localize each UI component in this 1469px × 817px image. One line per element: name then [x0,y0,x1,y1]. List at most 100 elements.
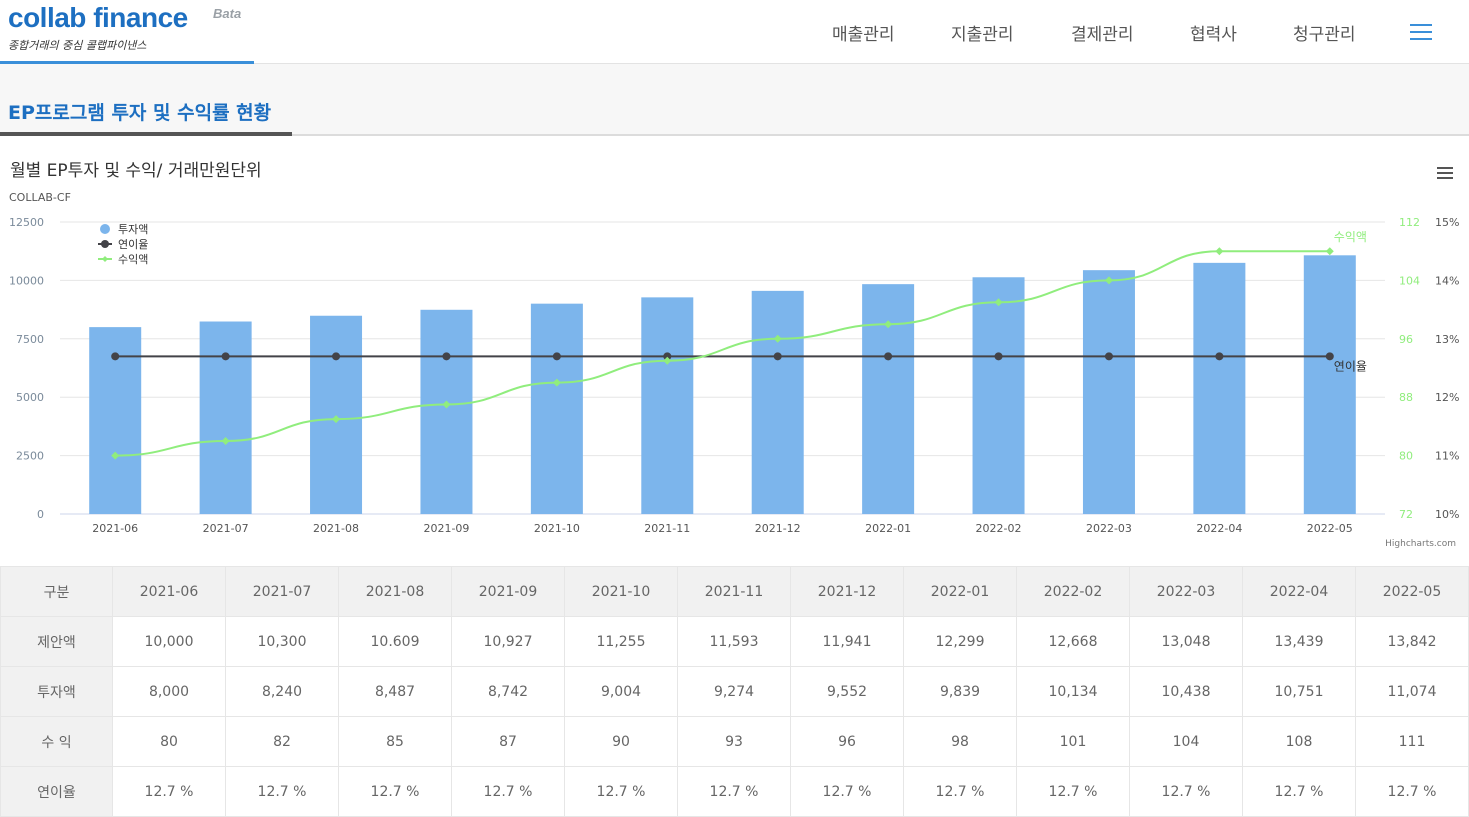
point-rate [994,352,1003,361]
y-right2-tick-label: 13% [1435,333,1459,346]
data-table: 구분 2021-06 2021-07 2021-08 2021-09 2021-10 20… [0,566,1469,817]
table-cell: 8,487 [338,666,452,717]
table-cell: 9,274 [677,666,791,717]
table-row-label: 투자액 [0,666,113,717]
legend-label-profit: 수익액 [118,253,148,266]
table-cell: 11,074 [1355,666,1469,717]
table-cell: 90 [564,716,678,767]
bar-invest [1303,255,1356,514]
x-tick-label: 2021-12 [755,522,801,535]
y-right1-tick-label: 72 [1399,508,1413,521]
nav-payment[interactable]: 결제관리 [1071,25,1134,45]
point-profit [1215,247,1224,256]
nav-billing[interactable]: 청구관리 [1293,25,1356,45]
y-right2-tick-label: 12% [1435,391,1459,404]
point-profit [884,320,893,329]
table-header-month: 2021-09 [451,566,565,617]
table-cell: 96 [790,716,904,767]
table-cell: 11,941 [790,616,904,667]
table-row-label: 제안액 [0,616,113,667]
x-tick-label: 2021-10 [534,522,580,535]
point-profit [663,356,672,365]
table-header-month: 2021-11 [677,566,791,617]
logo-area[interactable]: collab finance Bata 종합거래의 중심 콜랩파이낸스 [0,0,254,64]
y-right2-tick-label: 14% [1435,274,1459,287]
table-cell: 13,842 [1355,616,1469,667]
end-label-rate: 연이율 [1334,359,1367,373]
point-rate [1215,352,1224,361]
y-right1-tick-label: 96 [1399,333,1413,346]
point-rate [1325,352,1334,361]
bar-invest [530,303,583,514]
table-header-month: 2022-02 [1016,566,1130,617]
table-row: 수 익 80 82 85 87 90 93 96 98 101 104 108 111 [0,716,1469,767]
table-cell: 13,439 [1242,616,1356,667]
table-cell: 9,004 [564,666,678,717]
point-rate [1104,352,1113,361]
table-cell: 12.7 % [1129,766,1243,817]
table-cell: 10,438 [1129,666,1243,717]
table-cell: 12.7 % [451,766,565,817]
chart-credit: Highcharts.com [1385,539,1456,549]
table-cell: 10,927 [451,616,565,667]
point-profit [773,334,782,343]
table-cell: 12.7 % [790,766,904,817]
table-cell: 12,668 [1016,616,1130,667]
x-tick-label: 2022-05 [1307,522,1353,535]
top-header: collab finance Bata 종합거래의 중심 콜랩파이낸스 매출관리… [0,0,1469,64]
point-rate [442,352,451,361]
hamburger-menu-icon[interactable] [1410,24,1432,42]
y-left-tick-label: 10000 [9,274,44,287]
point-rate [332,352,341,361]
point-rate [884,352,893,361]
table-header-month: 2022-03 [1129,566,1243,617]
y-right1-tick-label: 88 [1399,391,1413,404]
table-cell: 10.609 [338,616,452,667]
point-profit [111,451,120,460]
table-header-month: 2021-10 [564,566,678,617]
end-label-profit: 수익액 [1334,230,1367,244]
chart-menu-icon[interactable] [1437,167,1453,179]
y-right2-tick-label: 15% [1435,216,1459,229]
bar-invest [420,309,473,514]
table-row-label: 연이율 [0,766,113,817]
table-header-month: 2022-04 [1242,566,1356,617]
table-cell: 12.7 % [225,766,339,817]
table-row-label: 수 익 [0,716,113,767]
nav-sales[interactable]: 매출관리 [832,25,895,45]
table-cell: 12,299 [903,616,1017,667]
table-cell: 10,751 [1242,666,1356,717]
table-cell: 108 [1242,716,1356,767]
combo-chart: 0 2500 5000 7500 10000 12500 72 80 88 96 104 112 10%… [9,216,1459,549]
x-tick-label: 2021-06 [92,522,138,535]
nav-partner[interactable]: 협력사 [1190,25,1237,45]
series-line-profit [115,250,1330,457]
table-header-month: 2021-12 [790,566,904,617]
chart-title: 월별 EP투자 및 수익/ 거래만원단위 [10,161,262,181]
y-left-tick-label: 0 [37,508,44,521]
y-left-tick-label: 2500 [16,450,44,463]
table-cell: 101 [1016,716,1130,767]
table-cell: 12.7 % [1016,766,1130,817]
point-rate [773,352,782,361]
x-tick-label: 2021-09 [423,522,469,535]
nav-expense[interactable]: 지출관리 [951,25,1014,45]
y-right1-tick-label: 104 [1399,274,1420,287]
point-profit [442,400,451,409]
table-cell: 80 [112,716,226,767]
table-cell: 8,742 [451,666,565,717]
logo[interactable]: collab finance [8,2,188,33]
table-cell: 12.7 % [338,766,452,817]
table-cell: 12.7 % [1242,766,1356,817]
bar-invest [310,315,363,514]
legend-label-invest: 투자액 [118,223,148,236]
x-tick-label: 2021-07 [203,522,249,535]
table-row: 제안액 10,000 10,300 10.609 10,927 11,255 11,593 1… [0,616,1469,667]
table-cell: 111 [1355,716,1469,767]
logo-tagline: 종합거래의 중심 콜랩파이낸스 [8,39,147,52]
bar-invest [199,321,252,514]
table-cell: 8,000 [112,666,226,717]
x-tick-label: 2021-11 [644,522,690,535]
table-cell: 11,255 [564,616,678,667]
table-cell: 8,240 [225,666,339,717]
